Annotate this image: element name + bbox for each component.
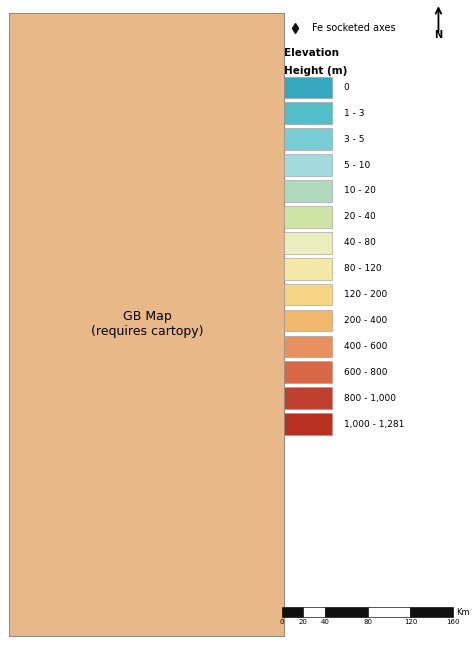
Text: 80: 80 — [363, 619, 372, 625]
Bar — [284, 232, 332, 254]
Text: 80 - 120: 80 - 120 — [344, 264, 381, 273]
Text: 800 - 1,000: 800 - 1,000 — [344, 393, 396, 403]
Text: 0: 0 — [280, 619, 284, 625]
Text: 1,000 - 1,281: 1,000 - 1,281 — [344, 419, 404, 429]
Text: Elevation: Elevation — [284, 47, 339, 58]
Text: 120: 120 — [404, 619, 417, 625]
Text: 40: 40 — [320, 619, 329, 625]
Bar — [284, 102, 332, 124]
Bar — [284, 180, 332, 202]
Bar — [284, 387, 332, 409]
Bar — [303, 607, 325, 617]
Text: 400 - 600: 400 - 600 — [344, 342, 387, 351]
Bar — [284, 413, 332, 435]
Bar — [410, 607, 453, 617]
Text: 20 - 40: 20 - 40 — [344, 212, 375, 221]
Bar — [284, 128, 332, 150]
Text: 1 - 3: 1 - 3 — [344, 109, 364, 118]
Bar — [284, 336, 332, 357]
Bar — [284, 361, 332, 383]
Text: Km: Km — [456, 608, 470, 617]
Text: 40 - 80: 40 - 80 — [344, 238, 375, 248]
Bar — [325, 607, 368, 617]
Bar — [282, 607, 303, 617]
Bar — [284, 206, 332, 227]
Bar — [284, 284, 332, 305]
Text: 160: 160 — [447, 619, 460, 625]
Text: 3 - 5: 3 - 5 — [344, 134, 364, 144]
Bar — [284, 76, 332, 98]
Bar — [284, 310, 332, 331]
Bar — [284, 258, 332, 280]
Text: 0: 0 — [344, 83, 349, 92]
Text: N: N — [434, 30, 443, 40]
Text: 10 - 20: 10 - 20 — [344, 187, 375, 195]
Text: 120 - 200: 120 - 200 — [344, 290, 387, 299]
Bar — [368, 607, 410, 617]
Text: 600 - 800: 600 - 800 — [344, 368, 387, 377]
Text: 200 - 400: 200 - 400 — [344, 316, 387, 325]
Text: Height (m): Height (m) — [284, 66, 348, 76]
Bar — [284, 155, 332, 176]
Text: 5 - 10: 5 - 10 — [344, 161, 370, 170]
Text: 20: 20 — [299, 619, 308, 625]
Text: Fe socketed axes: Fe socketed axes — [312, 23, 396, 33]
Text: GB Map
(requires cartopy): GB Map (requires cartopy) — [91, 310, 203, 339]
